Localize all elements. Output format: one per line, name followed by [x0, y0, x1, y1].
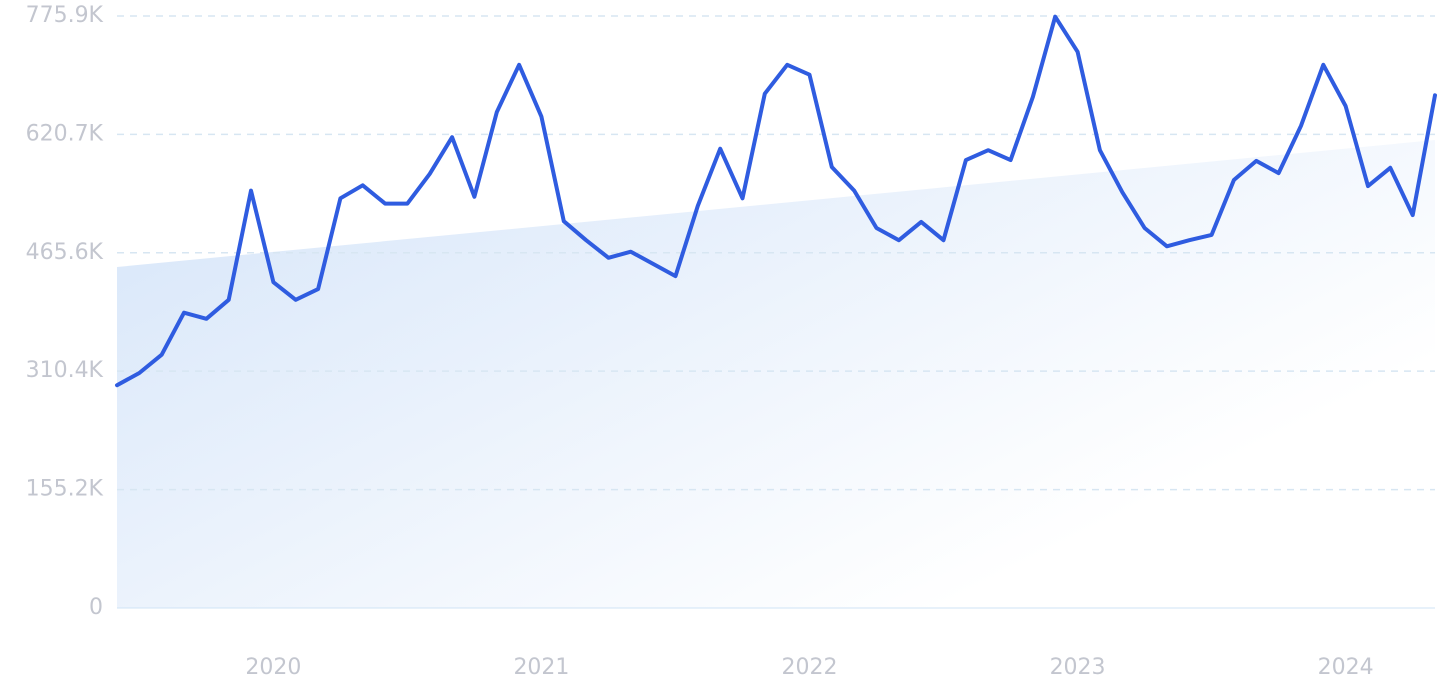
y-tick-label: 620.7K: [26, 121, 104, 146]
line: [115, 14, 1437, 388]
x-tick-label: 2021: [513, 655, 569, 680]
x-tick-label: 2020: [245, 655, 301, 680]
x-tick-label: 2024: [1318, 655, 1374, 680]
trend-area: [117, 140, 1435, 608]
y-tick-label: 465.6K: [26, 240, 104, 265]
y-tick-label: 775.9K: [26, 3, 104, 28]
y-tick-label: 310.4K: [26, 358, 104, 383]
x-tick-label: 2023: [1050, 655, 1106, 680]
y-tick-label: 155.2K: [26, 477, 104, 502]
x-tick-label: 2022: [782, 655, 838, 680]
y-tick-label: 0: [89, 595, 103, 620]
